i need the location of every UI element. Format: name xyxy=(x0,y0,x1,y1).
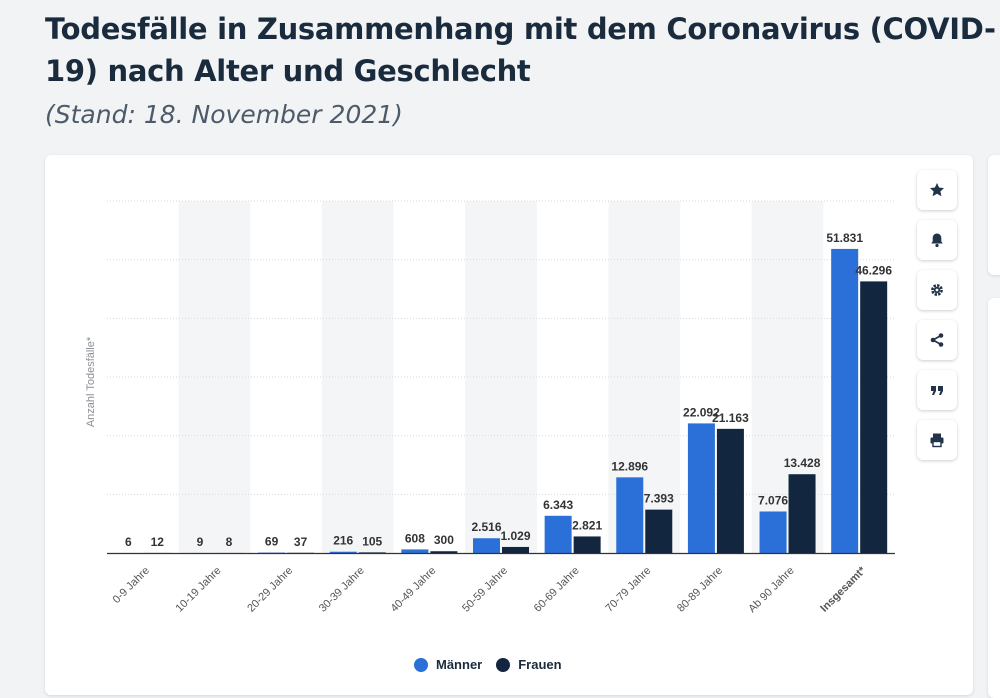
gear-icon xyxy=(929,282,945,298)
settings-button[interactable] xyxy=(917,270,957,310)
star-icon xyxy=(929,182,945,198)
x-tick-label: 0-9 Jahre xyxy=(111,565,152,606)
legend-label-frauen: Frauen xyxy=(518,657,561,672)
data-label: 6 xyxy=(125,535,132,549)
bar-maenner xyxy=(545,516,572,553)
data-label: 1.029 xyxy=(500,529,530,543)
x-tick-label: Ab 90 Jahre xyxy=(746,565,796,615)
data-label: 12.896 xyxy=(611,459,648,473)
data-label: 21.163 xyxy=(712,411,749,425)
bar-maenner xyxy=(831,249,858,553)
data-label: 6.343 xyxy=(543,498,573,512)
x-tick-label: 60-69 Jahre xyxy=(532,565,582,615)
legend-swatch-maenner xyxy=(414,658,428,672)
y-axis-label: Anzahl Todesfälle* xyxy=(85,336,97,427)
data-label: 37 xyxy=(294,535,308,549)
bar-maenner xyxy=(401,549,428,553)
share-button[interactable] xyxy=(917,320,957,360)
bar-frauen xyxy=(789,474,816,553)
cite-button[interactable] xyxy=(917,370,957,410)
data-label: 13.428 xyxy=(784,456,821,470)
bar-maenner xyxy=(330,552,357,553)
bar-maenner xyxy=(473,538,500,553)
data-label: 7.393 xyxy=(644,492,674,506)
data-label: 105 xyxy=(362,534,382,548)
bar-frauen xyxy=(860,281,887,553)
data-label: 216 xyxy=(333,534,353,548)
bar-maenner xyxy=(616,477,643,553)
print-button[interactable] xyxy=(917,420,957,460)
data-label: 2.516 xyxy=(471,520,501,534)
x-tick-label: Insgesamt* xyxy=(818,564,868,614)
legend-label-maenner: Männer xyxy=(436,657,482,672)
x-tick-label: 70-79 Jahre xyxy=(603,565,653,615)
data-label: 51.831 xyxy=(826,231,863,245)
bar-frauen xyxy=(574,536,601,553)
favorite-button[interactable] xyxy=(917,170,957,210)
x-tick-label: 20-29 Jahre xyxy=(245,565,295,615)
bar-frauen xyxy=(502,547,529,553)
chart-legend: Männer Frauen xyxy=(414,657,576,672)
quote-icon xyxy=(929,382,945,398)
legend-item-maenner[interactable]: Männer xyxy=(414,657,482,672)
data-label: 8 xyxy=(226,535,233,549)
x-tick-label: 30-39 Jahre xyxy=(317,565,367,615)
chart-toolbar xyxy=(917,170,957,470)
x-tick-label: 80-89 Jahre xyxy=(675,565,725,615)
data-label: 46.296 xyxy=(855,263,892,277)
bar-frauen xyxy=(717,429,744,553)
data-label: 300 xyxy=(434,533,454,547)
data-label: 69 xyxy=(265,535,279,549)
x-tick-label: 40-49 Jahre xyxy=(388,565,438,615)
data-label: 7.076 xyxy=(758,493,788,507)
bar-frauen xyxy=(645,510,672,553)
data-label: 608 xyxy=(405,531,425,545)
legend-item-frauen[interactable]: Frauen xyxy=(496,657,561,672)
data-label: 12 xyxy=(151,535,165,549)
data-label: 9 xyxy=(197,535,204,549)
print-icon xyxy=(929,432,945,448)
x-tick-label: 10-19 Jahre xyxy=(174,565,224,615)
bar-maenner xyxy=(688,423,715,553)
share-icon xyxy=(929,332,945,348)
bar-maenner xyxy=(760,511,787,553)
bar-frauen xyxy=(430,551,457,553)
legend-swatch-frauen xyxy=(496,658,510,672)
notification-button[interactable] xyxy=(917,220,957,260)
data-label: 2.821 xyxy=(572,518,602,532)
bell-icon xyxy=(929,232,945,248)
x-tick-label: 50-59 Jahre xyxy=(460,565,510,615)
